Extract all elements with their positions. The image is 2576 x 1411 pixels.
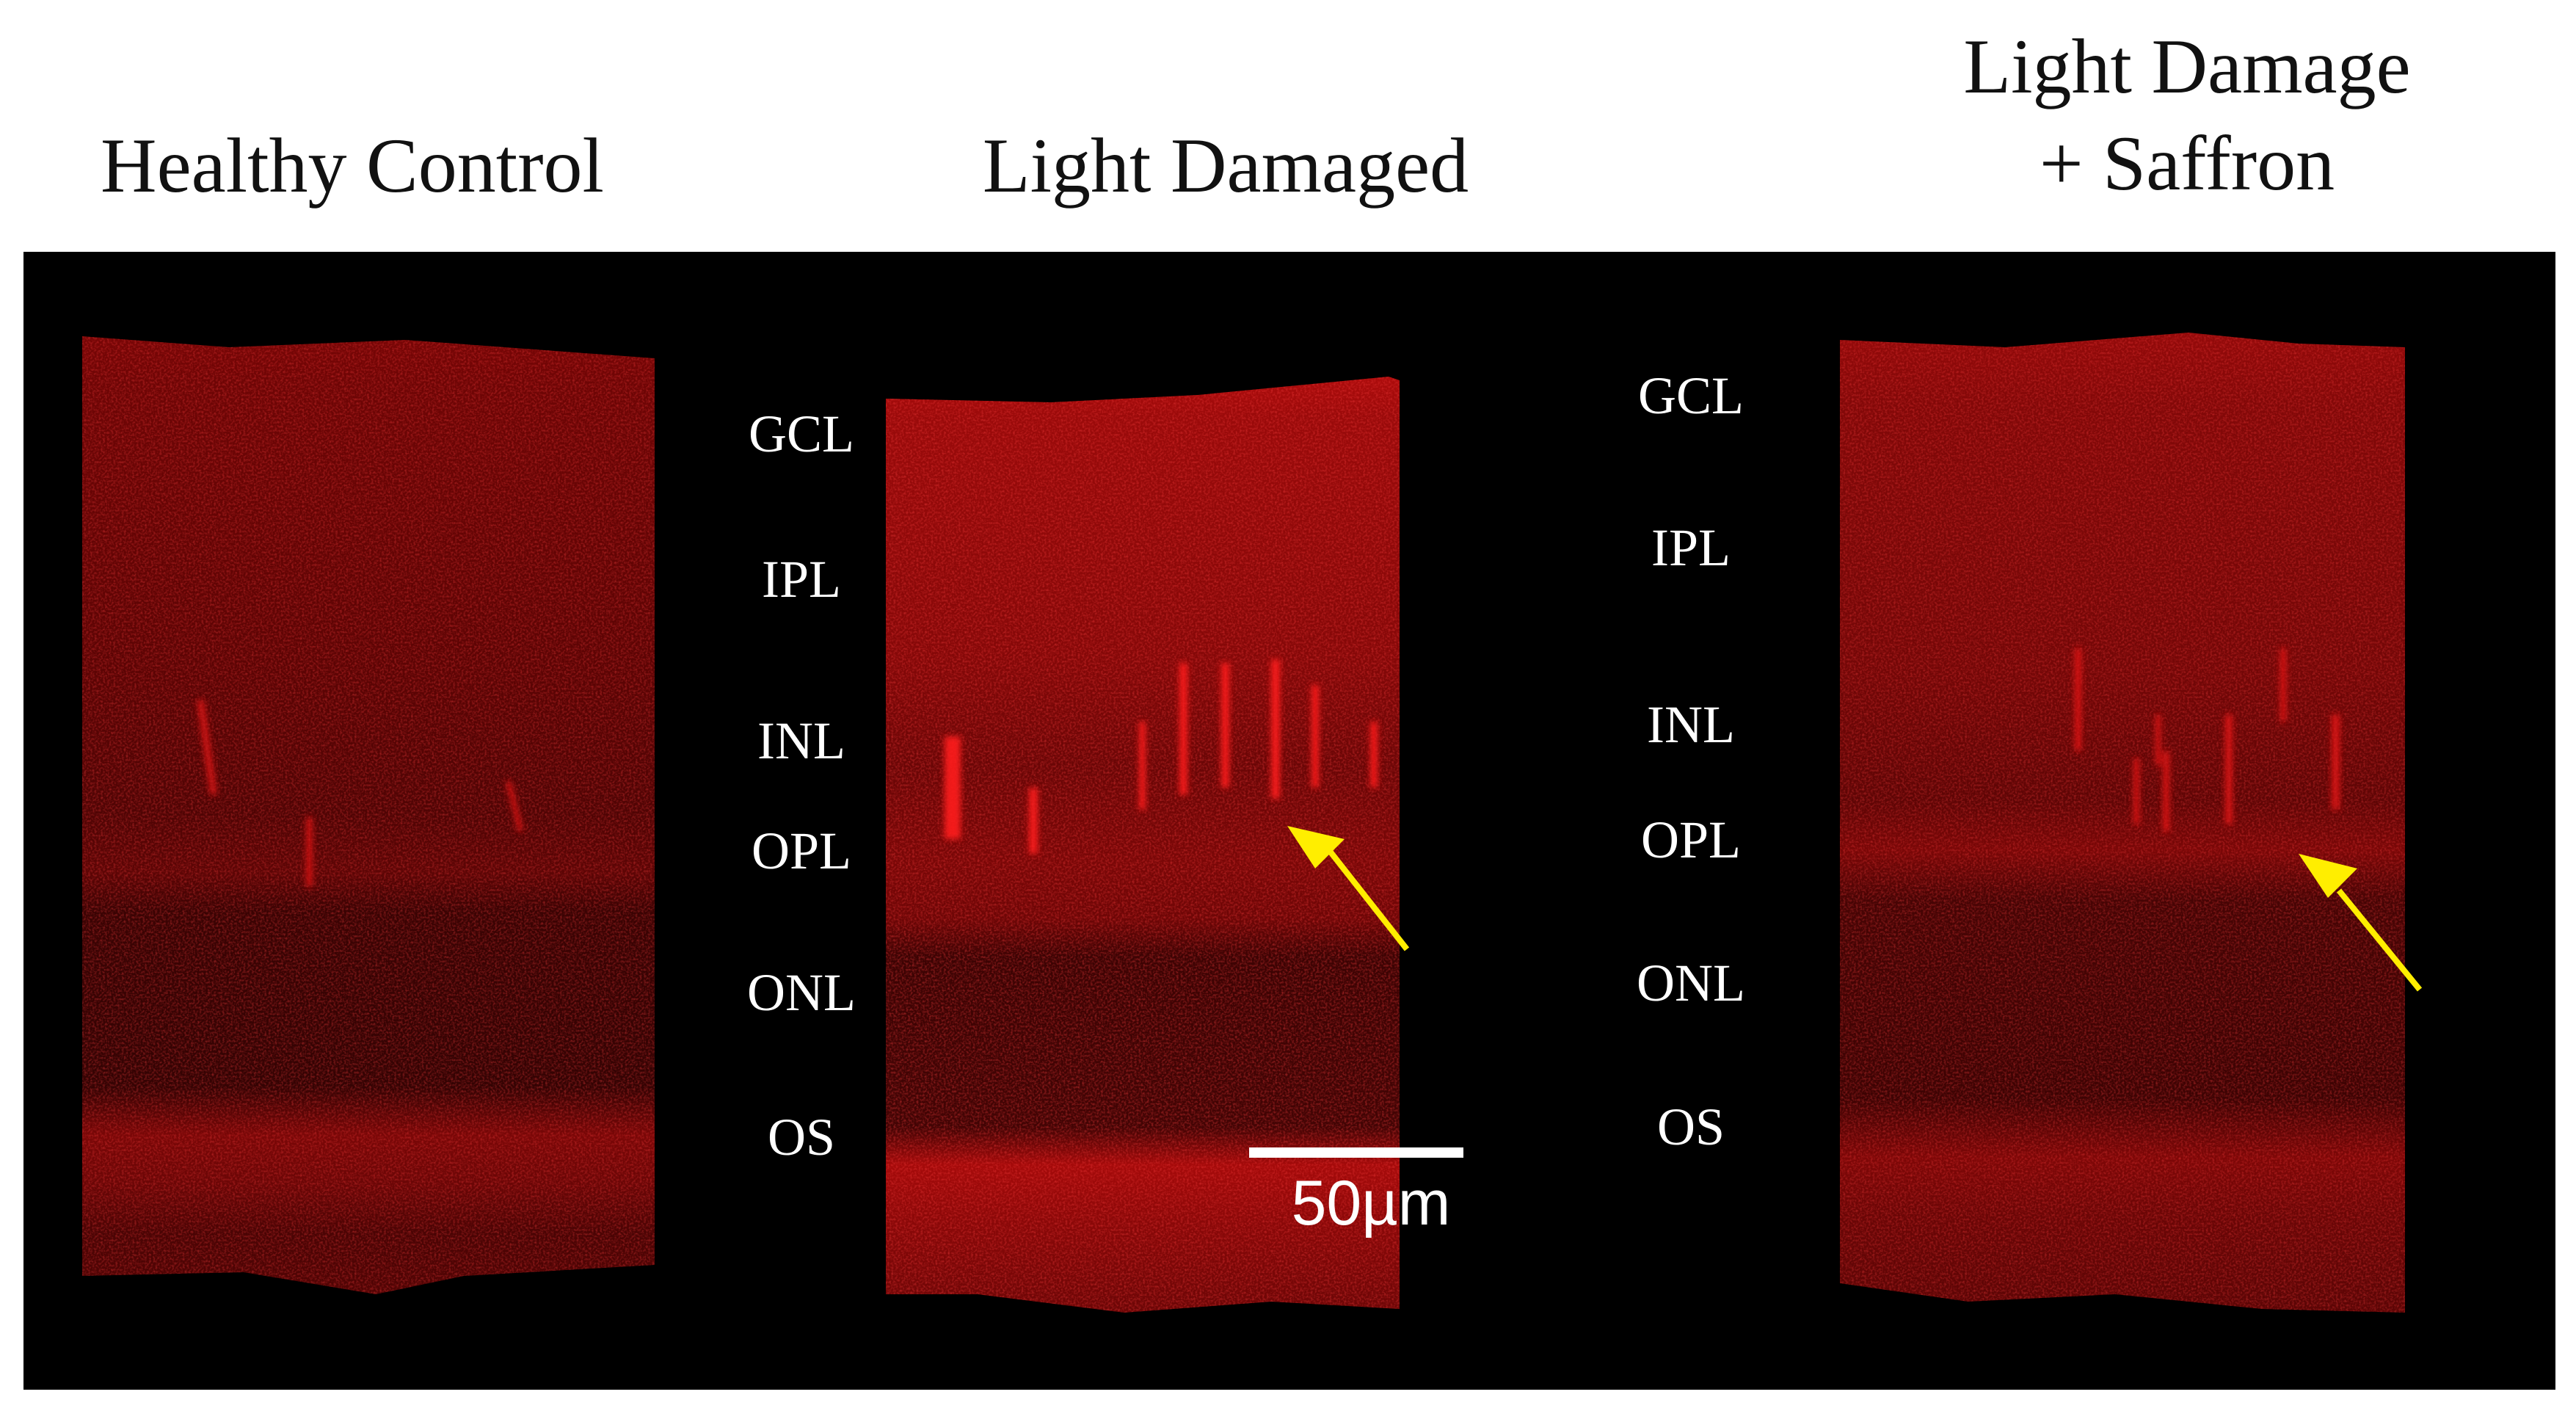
layer-labels-right: GCL IPL INL OPL ONL OS [1637, 366, 1745, 1156]
layer-label-gcl: GCL [1638, 366, 1744, 425]
scale-bar: 50µm [1249, 1147, 1463, 1238]
title-saffron-line1: Light Damage [1963, 23, 2411, 109]
micrograph-figure: GCL IPL INL OPL ONL OS GCL IPL INL OPL O… [23, 252, 2555, 1390]
layer-label-gcl: GCL [749, 405, 854, 463]
layer-label-os: OS [768, 1108, 835, 1167]
layer-label-inl: INL [757, 711, 845, 770]
micrograph-svg: GCL IPL INL OPL ONL OS GCL IPL INL OPL O… [82, 333, 2423, 1313]
retina-panel-healthy [82, 336, 655, 1294]
title-saffron-line2: + Saffron [2039, 120, 2335, 206]
retina-panel-light-damaged [886, 377, 1400, 1313]
layer-label-ipl: IPL [1651, 518, 1731, 577]
title-light-damaged-text: Light Damaged [982, 123, 1469, 208]
layer-label-os: OS [1657, 1098, 1725, 1156]
layer-label-ipl: IPL [762, 550, 841, 609]
retina-panel-saffron [1840, 333, 2405, 1313]
arrow-saffron [2299, 854, 2423, 992]
title-light-damage-saffron: Light Damage + Saffron [1857, 18, 2517, 212]
title-healthy-control: Healthy Control [59, 117, 646, 214]
arrow-light-damaged [1287, 826, 1410, 951]
title-light-damaged: Light Damaged [917, 117, 1534, 214]
title-healthy-control-text: Healthy Control [101, 123, 604, 208]
layer-label-onl: ONL [1637, 954, 1745, 1012]
scale-bar-label: 50µm [1292, 1168, 1451, 1238]
layer-label-onl: ONL [747, 963, 856, 1022]
layer-label-opl: OPL [752, 821, 851, 880]
layer-label-inl: INL [1647, 695, 1735, 754]
scale-bar-line [1249, 1147, 1463, 1158]
layer-label-opl: OPL [1641, 810, 1741, 869]
layer-labels-left: GCL IPL INL OPL ONL OS [747, 405, 856, 1167]
